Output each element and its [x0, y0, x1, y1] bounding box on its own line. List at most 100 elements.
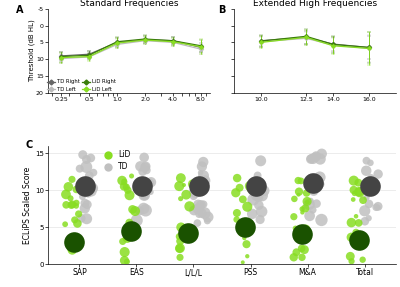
Point	[148, 180, 154, 185]
Point	[177, 239, 184, 243]
Point	[353, 230, 359, 235]
Point	[355, 180, 362, 185]
Point	[82, 206, 88, 211]
Point	[124, 188, 131, 192]
Point	[356, 189, 362, 194]
Y-axis label: ECLiPS Scaled Score: ECLiPS Scaled Score	[23, 166, 32, 244]
Point	[72, 218, 78, 222]
Point	[249, 212, 256, 216]
Point	[139, 184, 145, 189]
Point	[246, 224, 253, 228]
Point	[368, 175, 374, 180]
Point	[234, 176, 240, 180]
Point	[177, 246, 183, 251]
Point	[176, 246, 183, 251]
Point	[308, 157, 314, 161]
Point	[308, 176, 314, 180]
Point	[318, 218, 325, 222]
Point	[84, 202, 90, 207]
Point	[69, 202, 76, 207]
Point	[240, 197, 246, 202]
Point	[258, 209, 265, 214]
Point	[247, 187, 254, 191]
Point	[177, 255, 183, 260]
Point	[375, 204, 381, 209]
Point	[128, 228, 134, 233]
Text: C: C	[25, 140, 33, 150]
Point	[256, 203, 262, 208]
Point	[290, 255, 297, 259]
Point	[318, 152, 325, 156]
Point	[88, 156, 94, 160]
Point	[199, 164, 205, 169]
Point	[310, 156, 316, 161]
Point	[63, 192, 69, 197]
Point	[250, 197, 256, 202]
Point	[253, 184, 260, 189]
Point	[306, 202, 312, 207]
Point	[299, 210, 306, 215]
Point	[304, 200, 310, 204]
Point	[141, 193, 148, 198]
Point	[89, 189, 95, 194]
Point	[195, 207, 201, 211]
Point	[69, 248, 76, 252]
Point	[90, 186, 96, 191]
Point	[295, 192, 302, 197]
Point	[291, 197, 298, 201]
Point	[348, 220, 355, 225]
Point	[318, 182, 324, 187]
Point	[178, 176, 184, 181]
Point	[136, 209, 143, 213]
Text: A: A	[16, 5, 23, 15]
Point	[241, 236, 248, 241]
Point	[301, 247, 308, 252]
Point	[247, 184, 253, 188]
Point	[302, 227, 309, 232]
Point	[302, 206, 308, 211]
Point	[68, 203, 74, 208]
Point	[299, 255, 305, 260]
Point	[65, 185, 72, 189]
Point	[82, 184, 88, 189]
Point	[142, 208, 149, 213]
Point	[238, 231, 245, 236]
Point	[257, 188, 263, 193]
Point	[308, 156, 314, 161]
Point	[367, 160, 374, 165]
Point	[196, 189, 202, 194]
Point	[181, 183, 187, 187]
Point	[192, 189, 198, 194]
Point	[234, 217, 240, 222]
Point	[82, 201, 88, 205]
Point	[121, 258, 128, 263]
Point	[310, 208, 316, 212]
Point	[67, 196, 74, 201]
Point	[196, 184, 202, 189]
Point	[132, 209, 138, 213]
Point	[363, 168, 370, 173]
Text: B: B	[218, 5, 225, 15]
Point	[350, 188, 357, 192]
Point	[304, 199, 310, 204]
Point	[73, 187, 80, 192]
Point	[189, 232, 196, 236]
Title: Extended High Frequencies: Extended High Frequencies	[253, 0, 377, 8]
Point	[84, 216, 90, 221]
Point	[76, 212, 82, 216]
Point	[348, 235, 354, 240]
Point	[360, 257, 366, 262]
Point	[317, 157, 323, 161]
Point	[183, 232, 190, 236]
Point	[123, 185, 130, 189]
Point	[308, 199, 314, 203]
Point	[242, 225, 248, 229]
Point	[183, 192, 189, 197]
Point	[76, 166, 83, 171]
Point	[124, 236, 130, 241]
Point	[295, 178, 301, 183]
Point	[352, 232, 358, 236]
Point	[316, 175, 323, 180]
Point	[375, 205, 381, 210]
Point	[204, 218, 210, 223]
